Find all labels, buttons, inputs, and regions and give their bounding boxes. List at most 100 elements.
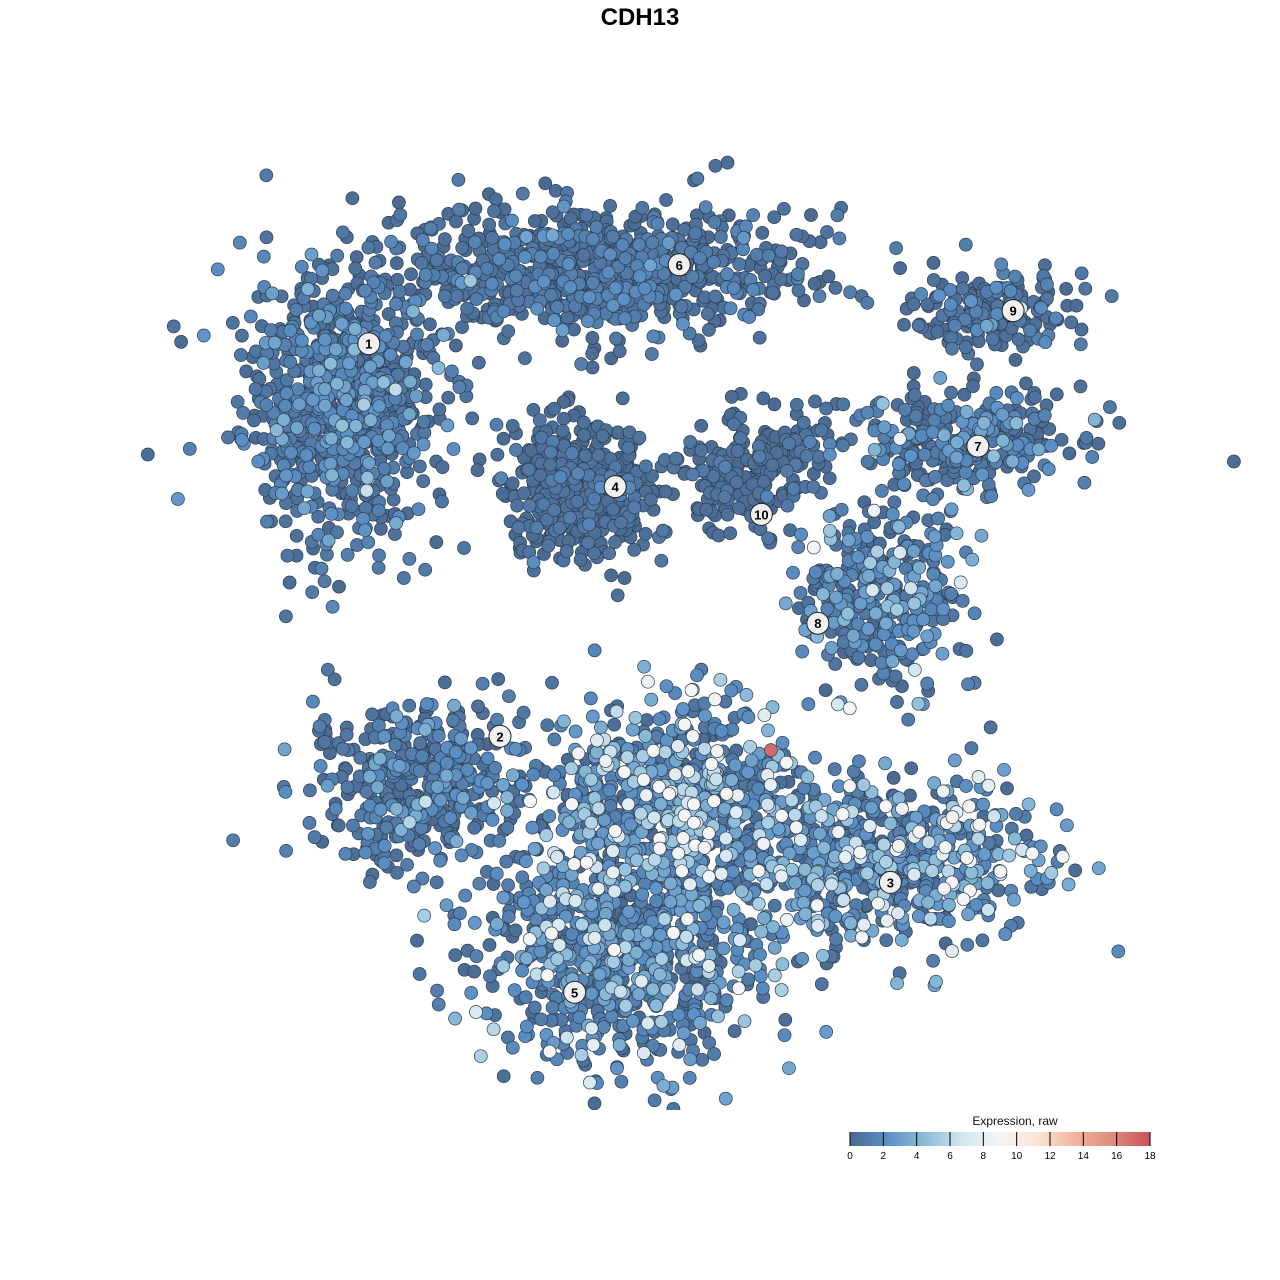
data-point bbox=[361, 535, 376, 550]
data-point bbox=[1044, 438, 1058, 453]
data-point bbox=[890, 695, 904, 709]
data-point bbox=[365, 707, 379, 722]
data-point bbox=[534, 1012, 549, 1027]
data-point bbox=[587, 491, 602, 506]
data-point bbox=[727, 1024, 742, 1038]
data-point bbox=[632, 237, 646, 252]
data-point bbox=[278, 785, 293, 799]
data-point bbox=[431, 997, 446, 1012]
data-point bbox=[548, 183, 563, 198]
data-point bbox=[818, 683, 833, 698]
data-point bbox=[505, 1040, 520, 1055]
data-point bbox=[601, 265, 616, 280]
data-point bbox=[448, 948, 463, 962]
data-point bbox=[906, 366, 921, 380]
data-point bbox=[828, 909, 843, 924]
data-point bbox=[465, 411, 480, 426]
data-point bbox=[372, 548, 386, 563]
data-point bbox=[251, 454, 266, 469]
data-point bbox=[822, 447, 837, 462]
data-point bbox=[515, 963, 529, 978]
data-point bbox=[607, 717, 622, 732]
data-point bbox=[1104, 289, 1119, 303]
data-point bbox=[248, 382, 263, 396]
data-point bbox=[940, 554, 955, 569]
data-point bbox=[373, 802, 388, 817]
data-point bbox=[182, 442, 197, 456]
data-point bbox=[786, 481, 801, 496]
data-point bbox=[959, 644, 974, 658]
data-point bbox=[659, 679, 674, 694]
data-point bbox=[521, 462, 536, 477]
data-point bbox=[944, 385, 958, 400]
data-point bbox=[581, 314, 595, 329]
data-point bbox=[635, 887, 650, 902]
data-point bbox=[282, 575, 297, 590]
data-point bbox=[718, 460, 733, 474]
data-point bbox=[920, 676, 935, 691]
data-point bbox=[578, 448, 593, 463]
data-point bbox=[467, 820, 482, 835]
data-point bbox=[526, 767, 541, 782]
data-point bbox=[435, 460, 450, 474]
data-point bbox=[328, 801, 343, 816]
data-point bbox=[761, 531, 775, 546]
data-point bbox=[393, 207, 408, 222]
data-point bbox=[279, 609, 293, 624]
data-point bbox=[1023, 323, 1037, 338]
data-point bbox=[340, 780, 355, 795]
data-point bbox=[834, 502, 849, 517]
data-point bbox=[626, 1014, 640, 1028]
data-point bbox=[174, 335, 188, 349]
data-point bbox=[441, 390, 456, 405]
data-point bbox=[349, 250, 364, 264]
data-point bbox=[654, 553, 669, 568]
data-point bbox=[432, 402, 447, 417]
data-point bbox=[1040, 277, 1054, 292]
data-point bbox=[708, 289, 723, 304]
data-point bbox=[553, 470, 568, 484]
data-point bbox=[433, 853, 448, 868]
data-point bbox=[345, 483, 360, 498]
data-point bbox=[674, 299, 689, 314]
data-point bbox=[793, 586, 808, 600]
data-point bbox=[926, 273, 941, 287]
data-point bbox=[410, 327, 424, 342]
data-point bbox=[489, 417, 504, 432]
data-point bbox=[377, 856, 392, 871]
data-point bbox=[490, 447, 505, 462]
data-point bbox=[463, 741, 478, 755]
data-point bbox=[612, 344, 627, 359]
data-point bbox=[644, 492, 658, 507]
data-point bbox=[898, 402, 912, 417]
data-point bbox=[556, 395, 571, 409]
data-point bbox=[383, 347, 398, 362]
data-point bbox=[582, 517, 596, 532]
data-point bbox=[1049, 387, 1064, 402]
data-point bbox=[583, 691, 598, 706]
data-point bbox=[377, 839, 392, 853]
data-point bbox=[1091, 436, 1106, 451]
data-point bbox=[627, 543, 642, 557]
data-point bbox=[416, 474, 431, 488]
data-point bbox=[433, 793, 448, 808]
data-point bbox=[819, 401, 833, 416]
data-point bbox=[778, 1012, 793, 1027]
data-point bbox=[1011, 332, 1026, 347]
data-point bbox=[585, 276, 600, 290]
data-point bbox=[707, 1047, 721, 1061]
data-point bbox=[402, 552, 417, 566]
data-point bbox=[635, 200, 650, 215]
data-point bbox=[615, 391, 630, 406]
data-point bbox=[530, 1070, 545, 1085]
data-point bbox=[336, 225, 350, 240]
data-point bbox=[632, 430, 647, 445]
data-point bbox=[749, 248, 764, 262]
data-point bbox=[694, 418, 709, 433]
data-point bbox=[585, 232, 600, 246]
data-point bbox=[931, 511, 946, 526]
data-point bbox=[926, 256, 941, 270]
data-point bbox=[243, 309, 258, 324]
data-point bbox=[415, 749, 430, 764]
data-point bbox=[1019, 376, 1033, 391]
